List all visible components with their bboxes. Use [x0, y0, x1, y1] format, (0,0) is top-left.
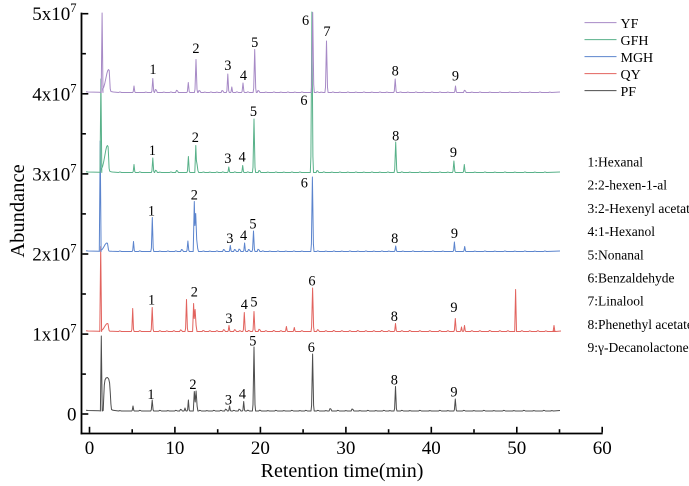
svg-text:1: 1 — [149, 62, 156, 78]
svg-text:2:2-hexen-1-al: 2:2-hexen-1-al — [588, 178, 668, 193]
svg-text:60: 60 — [593, 438, 612, 459]
svg-text:7:Linalool: 7:Linalool — [588, 294, 644, 309]
svg-text:QY: QY — [621, 68, 641, 83]
svg-text:8:Phenethyl acetate: 8:Phenethyl acetate — [588, 317, 689, 332]
svg-text:5: 5 — [251, 35, 258, 51]
svg-text:3x107: 3x107 — [32, 161, 76, 185]
svg-text:9: 9 — [450, 385, 457, 401]
svg-text:5: 5 — [249, 216, 256, 232]
svg-text:1: 1 — [148, 204, 155, 220]
svg-text:8: 8 — [391, 373, 398, 389]
svg-text:4x107: 4x107 — [32, 81, 76, 105]
svg-text:7: 7 — [323, 24, 330, 40]
svg-text:GFH: GFH — [621, 34, 649, 49]
svg-text:3: 3 — [226, 231, 233, 247]
svg-text:50: 50 — [507, 438, 526, 459]
svg-text:2x107: 2x107 — [32, 242, 76, 266]
svg-text:9:γ-Decanolactone: 9:γ-Decanolactone — [588, 340, 689, 355]
svg-text:4: 4 — [240, 68, 247, 84]
svg-text:5:Nonanal: 5:Nonanal — [588, 247, 644, 262]
svg-text:5: 5 — [249, 334, 256, 350]
svg-text:6: 6 — [301, 175, 308, 191]
svg-text:Abundance: Abundance — [7, 164, 29, 257]
svg-text:5x107: 5x107 — [32, 1, 76, 25]
svg-text:0: 0 — [67, 405, 77, 426]
svg-text:1x107: 1x107 — [32, 322, 76, 346]
svg-text:1:Hexanal: 1:Hexanal — [588, 155, 644, 170]
svg-text:6: 6 — [302, 13, 309, 29]
svg-text:6: 6 — [308, 340, 315, 356]
svg-text:20: 20 — [251, 438, 270, 459]
svg-text:6: 6 — [300, 93, 307, 109]
svg-text:9: 9 — [450, 145, 457, 161]
svg-text:2: 2 — [191, 285, 198, 301]
svg-text:8: 8 — [392, 64, 399, 80]
svg-text:3: 3 — [224, 58, 231, 74]
svg-text:4: 4 — [240, 228, 247, 244]
svg-text:4: 4 — [239, 387, 246, 403]
svg-text:YF: YF — [621, 17, 639, 32]
svg-text:1: 1 — [149, 143, 156, 159]
svg-text:2: 2 — [189, 377, 196, 393]
svg-text:8: 8 — [391, 309, 398, 325]
svg-text:5: 5 — [250, 294, 257, 310]
svg-text:2: 2 — [191, 188, 198, 204]
svg-text:30: 30 — [336, 438, 355, 459]
svg-text:8: 8 — [392, 129, 399, 145]
svg-text:4: 4 — [239, 150, 246, 166]
svg-text:2: 2 — [192, 41, 199, 57]
svg-text:Retention time(min): Retention time(min) — [261, 460, 424, 482]
svg-text:9: 9 — [450, 300, 457, 316]
svg-text:0: 0 — [85, 438, 95, 459]
svg-text:3: 3 — [225, 393, 232, 409]
svg-text:2: 2 — [192, 130, 199, 146]
svg-text:8: 8 — [391, 231, 398, 247]
svg-text:5: 5 — [250, 104, 257, 120]
svg-text:10: 10 — [165, 438, 184, 459]
svg-text:PF: PF — [621, 85, 637, 100]
svg-text:3:2-Hexenyl acetate: 3:2-Hexenyl acetate — [588, 201, 689, 216]
svg-text:3: 3 — [225, 311, 232, 327]
svg-text:3: 3 — [224, 151, 231, 167]
svg-text:4: 4 — [241, 297, 248, 313]
svg-text:MGH: MGH — [621, 51, 654, 66]
svg-text:1: 1 — [147, 387, 154, 403]
svg-text:1: 1 — [148, 293, 155, 309]
svg-text:9: 9 — [452, 68, 459, 84]
svg-text:40: 40 — [422, 438, 441, 459]
svg-text:9: 9 — [451, 226, 458, 242]
svg-text:4:1-Hexanol: 4:1-Hexanol — [588, 224, 656, 239]
svg-text:6: 6 — [308, 274, 315, 290]
svg-text:6:Benzaldehyde: 6:Benzaldehyde — [588, 271, 675, 286]
